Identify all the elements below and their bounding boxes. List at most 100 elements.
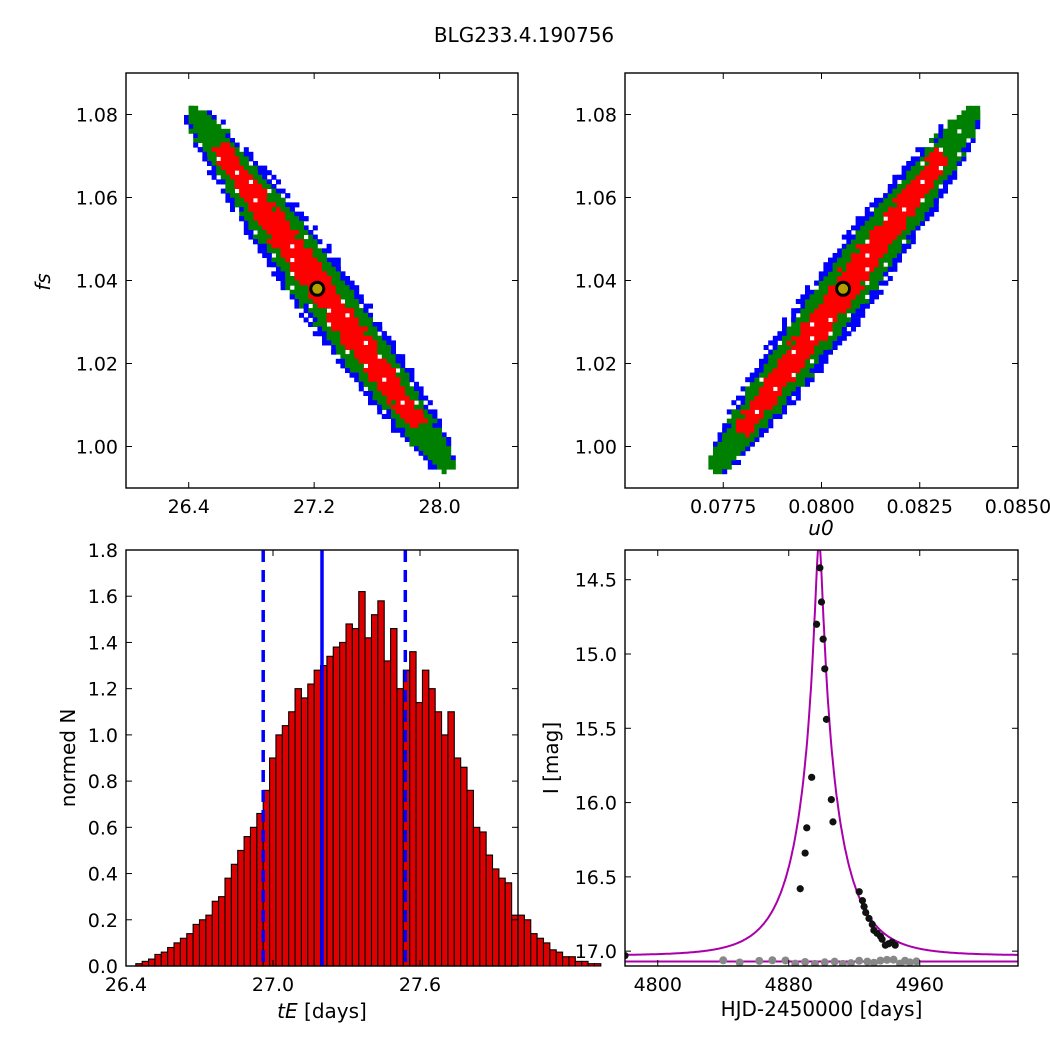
posterior-cell bbox=[777, 414, 783, 419]
posterior-cell bbox=[740, 432, 746, 438]
posterior-cell bbox=[299, 257, 304, 263]
posterior-cell bbox=[860, 271, 866, 277]
posterior-cell bbox=[763, 414, 769, 419]
posterior-cell bbox=[266, 211, 272, 217]
posterior-cell bbox=[805, 335, 810, 341]
posterior-cell bbox=[933, 184, 939, 189]
posterior-cell bbox=[869, 271, 875, 277]
posterior-cell bbox=[805, 340, 810, 346]
posterior-cell bbox=[887, 216, 893, 222]
posterior-cell bbox=[248, 220, 254, 226]
posterior-cell bbox=[924, 202, 930, 208]
posterior-cell bbox=[243, 230, 249, 235]
posterior-cell bbox=[340, 363, 346, 369]
histogram-bar bbox=[441, 734, 449, 967]
posterior-cell bbox=[791, 345, 797, 350]
posterior-cell bbox=[809, 326, 815, 332]
posterior-cell bbox=[285, 234, 291, 240]
posterior-cell bbox=[340, 303, 346, 309]
y-tick-label: 1.08 bbox=[76, 105, 118, 127]
posterior-cell bbox=[786, 400, 792, 406]
posterior-cell bbox=[372, 368, 378, 373]
posterior-cell bbox=[754, 368, 760, 373]
posterior-cell bbox=[970, 105, 976, 111]
posterior-cell bbox=[736, 446, 741, 452]
posterior-cell bbox=[197, 147, 203, 153]
posterior-cell bbox=[782, 335, 787, 341]
posterior-cell bbox=[708, 460, 714, 465]
posterior-cell bbox=[414, 446, 419, 452]
posterior-cell bbox=[377, 386, 383, 392]
posterior-cell bbox=[915, 211, 921, 217]
posterior-cell bbox=[308, 312, 314, 318]
posterior-cell bbox=[878, 271, 884, 277]
posterior-cell bbox=[726, 460, 732, 465]
posterior-cell bbox=[929, 207, 935, 212]
posterior-cell bbox=[418, 427, 424, 433]
posterior-cell bbox=[377, 381, 383, 387]
posterior-cell bbox=[800, 377, 806, 383]
posterior-cell bbox=[280, 248, 286, 254]
posterior-cell bbox=[722, 441, 728, 447]
posterior-cell bbox=[409, 400, 415, 406]
posterior-cell bbox=[377, 404, 383, 410]
posterior-cell bbox=[938, 174, 944, 180]
posterior-cell bbox=[358, 326, 364, 332]
posterior-cell bbox=[906, 197, 912, 203]
posterior-cell bbox=[869, 276, 875, 281]
posterior-cell bbox=[326, 335, 332, 341]
posterior-cell bbox=[837, 322, 843, 327]
posterior-cell bbox=[795, 335, 801, 341]
posterior-cell bbox=[386, 354, 392, 360]
posterior-cell bbox=[915, 170, 921, 176]
posterior-cell bbox=[745, 427, 751, 433]
posterior-cell bbox=[892, 257, 898, 263]
posterior-cell bbox=[892, 211, 898, 217]
posterior-cell bbox=[851, 248, 856, 254]
posterior-cell bbox=[731, 432, 737, 438]
posterior-cell bbox=[404, 386, 410, 392]
posterior-cell bbox=[947, 128, 953, 134]
posterior-cell bbox=[432, 460, 438, 465]
posterior-cell bbox=[349, 294, 355, 300]
posterior-cell bbox=[437, 441, 442, 447]
posterior-cell bbox=[322, 276, 327, 281]
posterior-cell bbox=[897, 174, 902, 180]
posterior-cell bbox=[814, 312, 820, 318]
posterior-cell bbox=[832, 303, 838, 309]
posterior-cell bbox=[423, 409, 429, 415]
posterior-cell bbox=[795, 299, 801, 304]
posterior-cell bbox=[285, 266, 291, 272]
posterior-cell bbox=[805, 372, 810, 378]
posterior-cell bbox=[768, 358, 774, 364]
posterior-cell bbox=[234, 151, 240, 157]
posterior-cell bbox=[846, 322, 852, 327]
posterior-cell bbox=[303, 248, 309, 254]
posterior-cell bbox=[317, 253, 323, 258]
posterior-cell bbox=[381, 345, 387, 350]
posterior-cell bbox=[772, 395, 778, 401]
posterior-cell bbox=[878, 262, 884, 268]
posterior-cell bbox=[409, 377, 415, 383]
posterior-cell bbox=[887, 202, 893, 208]
posterior-cell bbox=[345, 358, 350, 364]
posterior-cell bbox=[326, 285, 332, 291]
posterior-cell bbox=[966, 119, 971, 125]
posterior-cell bbox=[262, 220, 268, 226]
posterior-cell bbox=[312, 234, 318, 240]
posterior-cell bbox=[340, 331, 346, 337]
x-axis-label: u0 bbox=[808, 516, 833, 540]
posterior-cell bbox=[772, 358, 778, 364]
residual-point bbox=[912, 957, 921, 966]
posterior-cell bbox=[722, 427, 728, 433]
posterior-cell bbox=[294, 211, 300, 217]
posterior-cell bbox=[818, 271, 824, 277]
posterior-cell bbox=[220, 170, 226, 176]
posterior-cell bbox=[846, 294, 852, 300]
posterior-cell bbox=[800, 303, 806, 309]
posterior-cell bbox=[285, 216, 291, 222]
posterior-cell bbox=[216, 124, 222, 130]
posterior-cell bbox=[851, 299, 856, 304]
posterior-cell bbox=[901, 220, 907, 226]
histogram-bar bbox=[523, 919, 532, 967]
